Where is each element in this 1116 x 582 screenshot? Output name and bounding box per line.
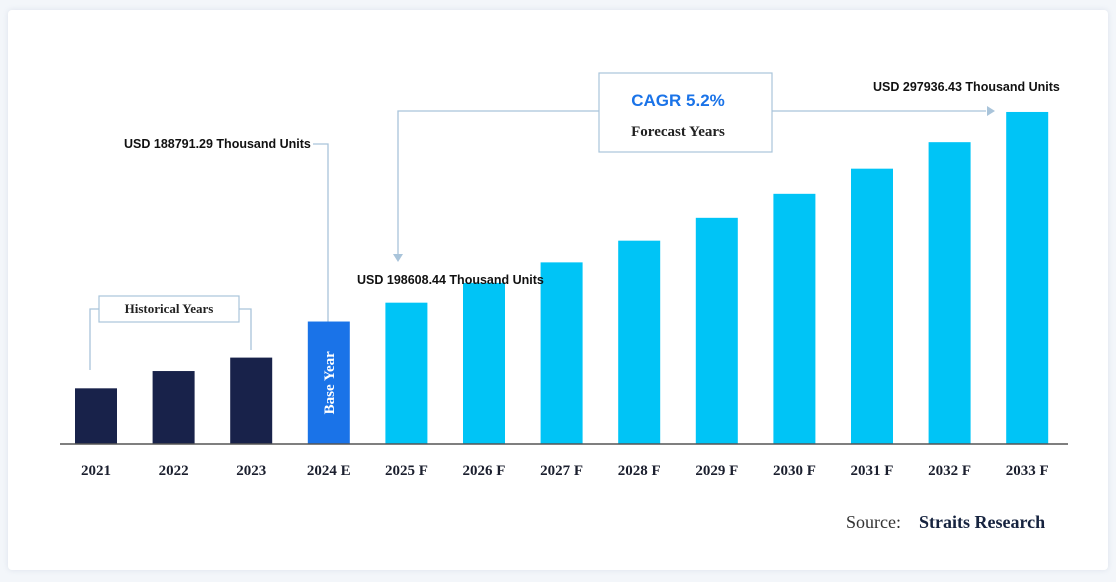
bar-2029-f (695, 217, 738, 444)
source-name: Straits Research (919, 512, 1045, 532)
x-tick-label: 2032 F (928, 463, 971, 479)
bar-2030-f (773, 193, 816, 444)
bar-2033-f (1006, 111, 1049, 445)
first-forecast-value-label: USD 198608.44 Thousand Units (357, 273, 544, 287)
bar-chart: 2021 2022 2023 2024 E 2025 F 2026 F 2027 F 2028… (60, 72, 1068, 532)
bar-2023 (230, 357, 273, 444)
cagr-box (598, 72, 773, 153)
x-tick-label: 2024 E (307, 463, 351, 479)
base-year-value-label: USD 188791.29 Thousand Units (124, 137, 311, 151)
chart-card: 2021 2022 2023 2024 E 2025 F 2026 F 2027 F 2028… (8, 10, 1108, 570)
connector-line (313, 143, 329, 322)
bar-2027-f (540, 262, 583, 444)
connector-line (239, 308, 252, 350)
historical-years-label: Historical Years (125, 301, 214, 316)
base-year-bar-label: Base Year (322, 351, 338, 415)
x-tick-label: 2025 F (385, 463, 428, 479)
bar-2028-f (618, 240, 661, 444)
x-tick-label: 2033 F (1006, 463, 1049, 479)
x-tick-label: 2023 (236, 463, 266, 479)
x-tick-label: 2029 F (695, 463, 738, 479)
x-tick-label: 2028 F (618, 463, 661, 479)
historical-years-box (98, 295, 240, 323)
x-tick-label: 2031 F (851, 463, 894, 479)
x-tick-label: 2030 F (773, 463, 816, 479)
x-tick-labels: 2021 2022 2023 2024 E 2025 F 2026 F 2027 F 2028… (81, 463, 1049, 479)
last-forecast-value-label: USD 297936.43 Thousand Units (873, 80, 1060, 94)
bar-2022 (152, 371, 195, 444)
bar-2032-f (928, 142, 971, 444)
forecast-years-label: Forecast Years (631, 124, 725, 140)
cagr-label: CAGR 5.2% (631, 91, 725, 110)
bar-2021 (75, 388, 117, 444)
x-tick-label: 2021 (81, 463, 111, 479)
connector-line (89, 308, 99, 370)
bar-2031-f (851, 168, 893, 444)
source-prefix: Source: (846, 512, 901, 532)
connector-line (397, 110, 599, 254)
bar-2026-f (463, 282, 505, 444)
arrow-head (393, 254, 403, 262)
bar-2024-e (307, 321, 350, 444)
x-tick-label: 2022 (159, 463, 189, 479)
x-tick-label: 2026 F (463, 463, 506, 479)
bars-group (75, 111, 1049, 445)
x-tick-label: 2027 F (540, 463, 583, 479)
annotation-connectors (89, 106, 995, 370)
arrow-head (987, 106, 995, 116)
bar-2025-f (385, 302, 428, 444)
